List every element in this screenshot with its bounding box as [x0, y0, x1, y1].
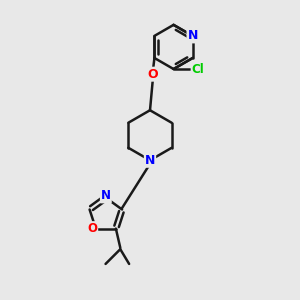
- Text: O: O: [148, 68, 158, 81]
- Text: N: N: [101, 189, 111, 203]
- Text: N: N: [145, 154, 155, 167]
- Text: O: O: [87, 222, 97, 235]
- Text: N: N: [188, 29, 198, 42]
- Text: Cl: Cl: [192, 62, 204, 76]
